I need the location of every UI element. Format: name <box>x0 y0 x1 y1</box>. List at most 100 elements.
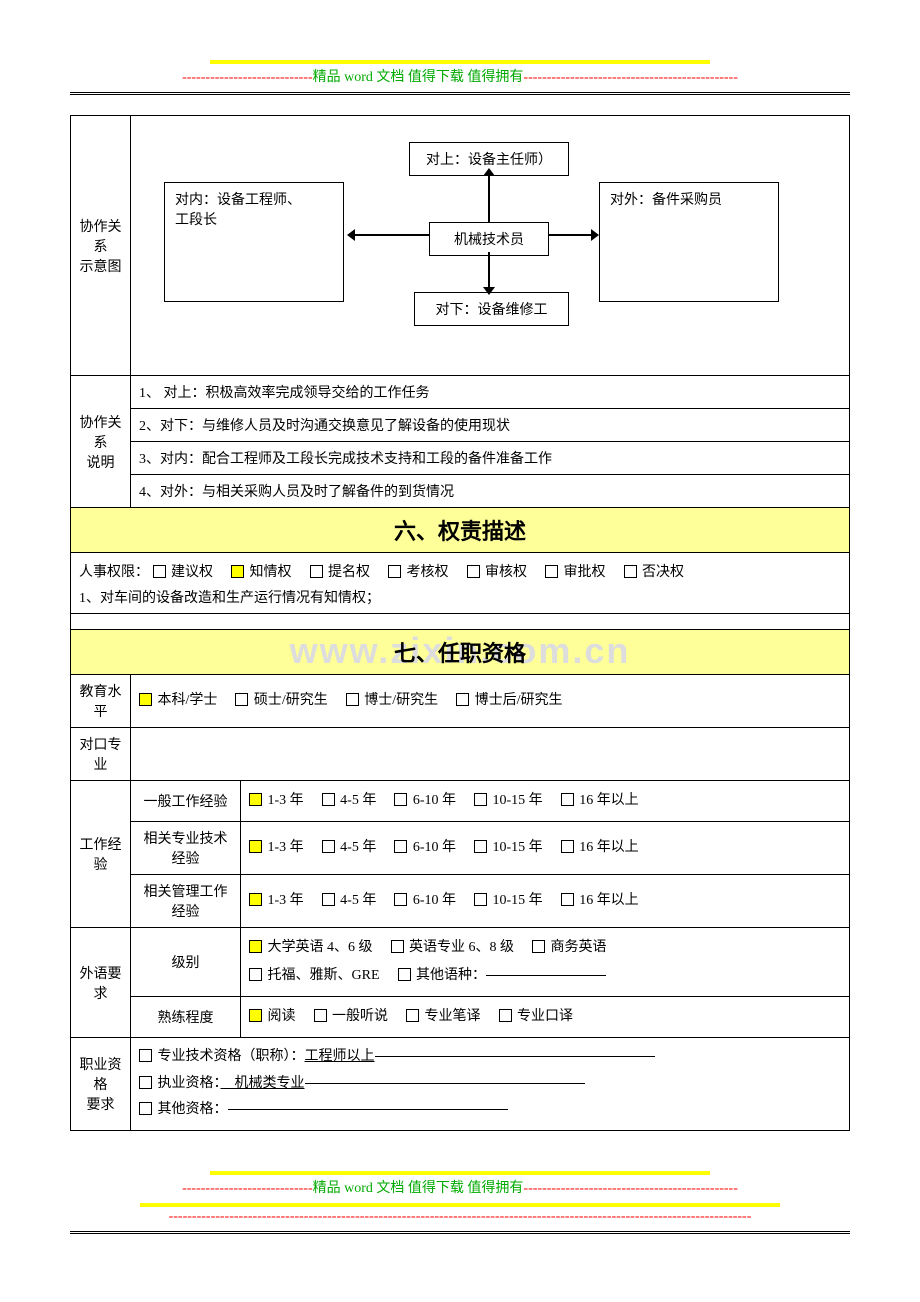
relation-desc-item-1: 1、 对上：积极高效率完成领导交给的工作任务 <box>131 376 850 409</box>
option-item: 英语专业 6、8 级 <box>391 940 515 955</box>
section6-header-row: 六、权责描述 <box>71 508 850 553</box>
checkbox-icon[interactable] <box>561 893 574 906</box>
arrow-down-line <box>488 252 490 292</box>
workexp-sub2-label: 相关专业技术 经验 <box>131 822 241 875</box>
section6-line1-label: 人事权限： <box>79 565 149 580</box>
option-item: 阅读 <box>249 1009 296 1024</box>
checkbox-icon[interactable] <box>346 693 359 706</box>
section6-spacer <box>71 614 850 630</box>
option-item: 博士/研究生 <box>346 693 438 708</box>
relation-diagram: 对上：设备主任师） 对内：设备工程师、 工段长 机械技术员 对外：备件采购员 对… <box>139 122 841 369</box>
checkbox-icon[interactable] <box>406 1009 419 1022</box>
qual-value: 工程师以上 <box>305 1049 375 1064</box>
option-item: 1-3 年 <box>249 893 304 908</box>
section6-spacer-row <box>71 614 850 630</box>
checkbox-icon[interactable] <box>398 968 411 981</box>
diagram-row-label: 协作关系 示意图 <box>71 116 131 376</box>
foreign-row-2: 熟练程度 阅读 一般听说 专业笔译 专业口译 <box>71 997 850 1038</box>
checkbox-icon[interactable] <box>139 1102 152 1115</box>
checkbox-icon[interactable] <box>249 1009 262 1022</box>
workexp-sub3-label: 相关管理工作 经验 <box>131 875 241 928</box>
major-value <box>131 728 850 781</box>
header-rule-1 <box>70 92 850 93</box>
checkbox-icon[interactable] <box>249 968 262 981</box>
diagram-box-left: 对内：设备工程师、 工段长 <box>164 182 344 302</box>
relation-desc-row-4: 4、对外：与相关采购人员及时了解备件的到货情况 <box>71 475 850 508</box>
checkbox-icon[interactable] <box>153 565 166 578</box>
checkbox-icon[interactable] <box>139 693 152 706</box>
checkbox-icon[interactable] <box>314 1009 327 1022</box>
checkbox-icon[interactable] <box>561 793 574 806</box>
qual-line: 执业资格： 机械类专业 <box>139 1071 841 1098</box>
section7-title-cell: www.zixin.com.cn 七、任职资格 <box>71 630 850 675</box>
option-item: 提名权 <box>310 565 371 580</box>
checkbox-icon[interactable] <box>456 693 469 706</box>
checkbox-icon[interactable] <box>394 893 407 906</box>
relation-desc-row-2: 2、对下：与维修人员及时沟通交换意见了解设备的使用现状 <box>71 409 850 442</box>
checkbox-icon[interactable] <box>249 893 262 906</box>
checkbox-icon[interactable] <box>310 565 323 578</box>
checkbox-icon[interactable] <box>388 565 401 578</box>
checkbox-icon[interactable] <box>394 793 407 806</box>
option-item: 16 年以上 <box>561 893 639 908</box>
option-item: 4-5 年 <box>322 893 377 908</box>
header-text-line: ----------------------------精品 word 文档 值… <box>70 66 850 86</box>
arrow-up-head <box>483 168 495 176</box>
checkbox-icon[interactable] <box>322 840 335 853</box>
relation-desc-row-3: 3、对内：配合工程师及工段长完成技术支持和工段的备件准备工作 <box>71 442 850 475</box>
checkbox-icon[interactable] <box>322 793 335 806</box>
footer-rule-1 <box>70 1231 850 1232</box>
option-item: 1-3 年 <box>249 840 304 855</box>
qual-row: 职业资格 要求 专业技术资格（职称）：工程师以上 执业资格： 机械类专业 其他资… <box>71 1038 850 1131</box>
section6-line2: 1、对车间的设备改造和生产运行情况有知情权； <box>79 587 841 607</box>
option-item: 博士后/研究生 <box>456 693 562 708</box>
option-item: 否决权 <box>624 565 685 580</box>
checkbox-icon[interactable] <box>249 793 262 806</box>
edu-options: 本科/学士 硕士/研究生 博士/研究生 博士后/研究生 <box>131 675 850 728</box>
workexp-sub1-label: 一般工作经验 <box>131 781 241 822</box>
edu-row: 教育水平 本科/学士 硕士/研究生 博士/研究生 博士后/研究生 <box>71 675 850 728</box>
option-item: 考核权 <box>388 565 449 580</box>
option-item: 10-15 年 <box>474 840 543 855</box>
option-item: 6-10 年 <box>394 793 456 808</box>
footer-dashes-right: ----------------------------------------… <box>523 1181 737 1196</box>
checkbox-icon[interactable] <box>499 1009 512 1022</box>
checkbox-icon[interactable] <box>624 565 637 578</box>
section6-body: 人事权限： 建议权 知情权 提名权 考核权 审核权 审批权 否决权 1、对车间的… <box>71 553 850 614</box>
content: 协作关系 示意图 对上：设备主任师） 对内：设备工程师、 工段长 机械技术员 对… <box>70 115 850 1131</box>
arrow-up-line <box>488 174 490 222</box>
checkbox-icon[interactable] <box>231 565 244 578</box>
checkbox-icon[interactable] <box>474 840 487 853</box>
checkbox-icon[interactable] <box>474 893 487 906</box>
underline-fill <box>375 1056 655 1057</box>
relation-desc-item-4: 4、对外：与相关采购人员及时了解备件的到货情况 <box>131 475 850 508</box>
footer-dashes-full-line: ----------------------------------------… <box>70 1209 850 1225</box>
footer-highlight-2 <box>140 1203 780 1207</box>
section7-title: 七、任职资格 <box>394 641 526 666</box>
checkbox-icon[interactable] <box>235 693 248 706</box>
checkbox-icon[interactable] <box>532 940 545 953</box>
option-item: 大学英语 4、6 级 <box>249 940 373 955</box>
checkbox-icon[interactable] <box>391 940 404 953</box>
checkbox-icon[interactable] <box>249 840 262 853</box>
workexp-sub1-opts: 1-3 年 4-5 年 6-10 年 10-15 年 16 年以上 <box>241 781 850 822</box>
foreign-level-opts: 大学英语 4、6 级 英语专业 6、8 级 商务英语 托福、雅斯、GRE 其他语… <box>241 928 850 997</box>
arrow-left-head <box>347 229 355 241</box>
checkbox-icon[interactable] <box>394 840 407 853</box>
edu-label: 教育水平 <box>71 675 131 728</box>
checkbox-icon[interactable] <box>322 893 335 906</box>
option-item: 10-15 年 <box>474 793 543 808</box>
checkbox-icon[interactable] <box>249 940 262 953</box>
checkbox-icon[interactable] <box>139 1049 152 1062</box>
checkbox-icon[interactable] <box>545 565 558 578</box>
foreign-row-1: 外语要求 级别 大学英语 4、6 级 英语专业 6、8 级 商务英语 托福、雅斯… <box>71 928 850 997</box>
option-item: 知情权 <box>231 565 292 580</box>
checkbox-icon[interactable] <box>467 565 480 578</box>
option-item: 4-5 年 <box>322 793 377 808</box>
checkbox-icon[interactable] <box>561 840 574 853</box>
diagram-cell: 对上：设备主任师） 对内：设备工程师、 工段长 机械技术员 对外：备件采购员 对… <box>131 116 850 376</box>
option-item: 硕士/研究生 <box>235 693 327 708</box>
checkbox-icon[interactable] <box>139 1076 152 1089</box>
workexp-label: 工作经验 <box>71 781 131 928</box>
checkbox-icon[interactable] <box>474 793 487 806</box>
